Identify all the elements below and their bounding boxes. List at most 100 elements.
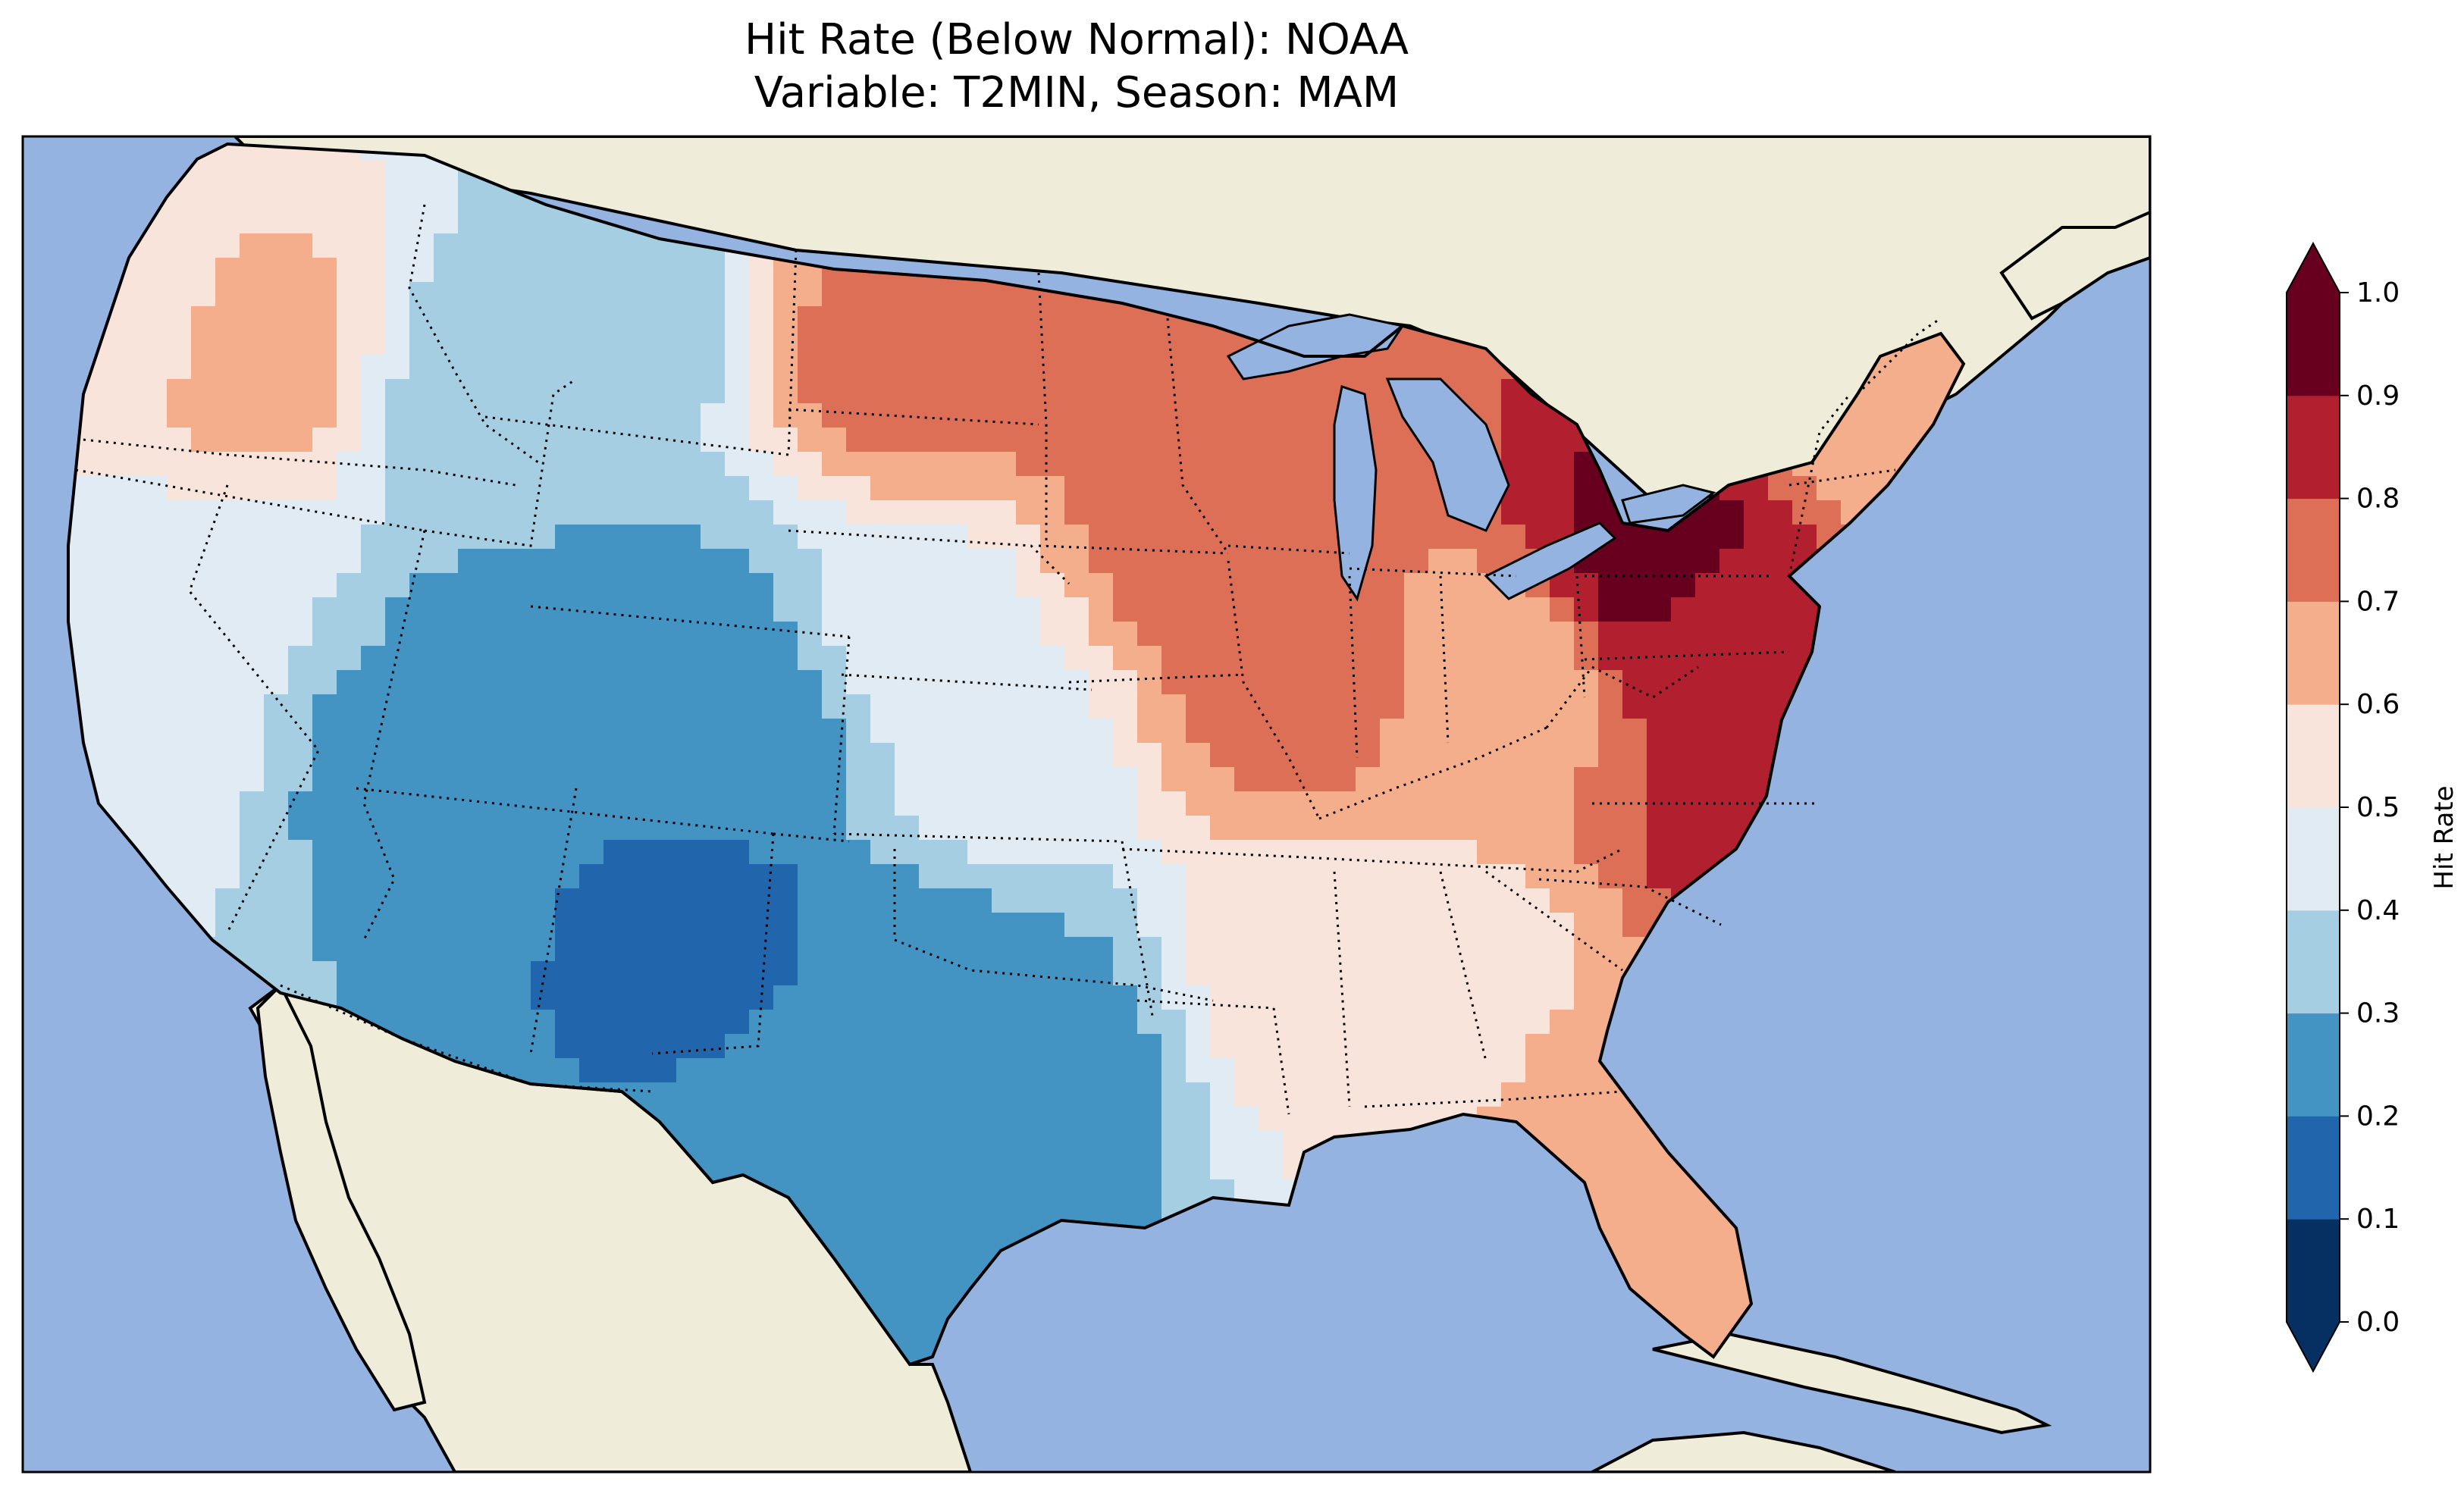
heatmap-cell [846, 719, 871, 744]
heatmap-cell [628, 1058, 653, 1083]
heatmap-cell [1380, 573, 1405, 598]
heatmap-cell [1501, 1034, 1526, 1059]
heatmap-cell [118, 452, 143, 477]
heatmap-cell [1404, 937, 1429, 962]
heatmap-cell [337, 525, 362, 550]
heatmap-cell [1113, 1179, 1138, 1204]
heatmap-cell [1161, 1058, 1187, 1083]
heatmap-cell [506, 767, 531, 792]
heatmap-cell [1089, 913, 1114, 938]
heatmap-cell [1671, 1276, 1696, 1301]
heatmap-cell [385, 355, 410, 380]
heatmap-cell [167, 330, 192, 355]
heatmap-cell [895, 1204, 920, 1229]
heatmap-cell [118, 670, 143, 695]
heatmap-cell [701, 1010, 726, 1035]
heatmap-cell [1477, 864, 1502, 889]
heatmap-cell [240, 428, 265, 453]
heatmap-cell [1210, 1082, 1235, 1107]
heatmap-cell [409, 428, 434, 453]
heatmap-cell [1016, 816, 1041, 841]
heatmap-cell [385, 549, 410, 574]
heatmap-cell [870, 937, 895, 962]
heatmap-cell [1331, 840, 1356, 865]
heatmap-cell [94, 719, 119, 744]
heatmap-cell [967, 1107, 992, 1132]
heatmap-cell [1744, 549, 1769, 574]
heatmap-cell [1161, 1107, 1187, 1132]
heatmap-cell [1428, 622, 1453, 647]
heatmap-cell [1016, 937, 1041, 962]
heatmap-cell [482, 888, 507, 913]
heatmap-cell [1307, 694, 1332, 719]
heatmap-cell [1622, 1179, 1647, 1204]
heatmap-cell [191, 233, 216, 258]
map-frame [21, 135, 2152, 1474]
heatmap-cell [676, 1058, 701, 1083]
heatmap-cell [1453, 985, 1478, 1010]
heatmap-cell [967, 1010, 992, 1035]
heatmap-cell [1671, 1301, 1696, 1326]
heatmap-cell [1477, 379, 1502, 404]
heatmap-cell [240, 549, 265, 574]
heatmap-cell [1234, 840, 1259, 865]
heatmap-cell [1113, 840, 1138, 865]
heatmap-cell [167, 622, 192, 647]
heatmap-cell [992, 500, 1017, 525]
heatmap-cell [337, 355, 362, 380]
heatmap-cell [1307, 379, 1332, 404]
heatmap-cell [118, 597, 143, 622]
heatmap-cell [628, 913, 653, 938]
heatmap-cell [409, 670, 434, 695]
heatmap-cell [361, 258, 386, 283]
heatmap-cell [967, 1204, 992, 1229]
heatmap-cell [1186, 379, 1211, 404]
heatmap-cell [1380, 1058, 1405, 1083]
heatmap-cell [1525, 1082, 1550, 1107]
heatmap-cell [919, 816, 944, 841]
heatmap-cell [749, 1034, 774, 1059]
heatmap-cell [1404, 694, 1429, 719]
heatmap-cell [1234, 719, 1259, 744]
heatmap-cell [264, 791, 289, 816]
heatmap-cell [1598, 646, 1623, 671]
heatmap-cell [1113, 1034, 1138, 1059]
heatmap-cell [555, 233, 580, 258]
heatmap-cell [191, 330, 216, 355]
heatmap-cell [1016, 694, 1041, 719]
heatmap-cell [215, 355, 240, 380]
heatmap-cell [1501, 1010, 1526, 1035]
heatmap-cell [531, 767, 556, 792]
heatmap-cell [337, 791, 362, 816]
heatmap-cell [1040, 428, 1065, 453]
heatmap-cell [361, 888, 386, 913]
heatmap-cell [215, 282, 240, 307]
heatmap-cell [458, 597, 483, 622]
heatmap-cell [676, 888, 701, 913]
heatmap-cell [652, 403, 677, 428]
heatmap-cell [1113, 694, 1138, 719]
heatmap-cell [749, 816, 774, 841]
heatmap-cell [773, 1107, 798, 1132]
heatmap-cell [798, 452, 823, 477]
heatmap-cell [1040, 888, 1065, 913]
heatmap-cell [409, 258, 434, 283]
heatmap-cell [1331, 743, 1356, 768]
heatmap-cell [385, 452, 410, 477]
heatmap-cell [191, 258, 216, 283]
heatmap-cell [628, 719, 653, 744]
heatmap-cell [1768, 476, 1793, 501]
heatmap-cell [992, 646, 1017, 671]
heatmap-cell [1234, 428, 1259, 453]
heatmap-cell [409, 500, 434, 525]
heatmap-cell [191, 209, 216, 234]
heatmap-cell [1671, 670, 1696, 695]
heatmap-cell [1161, 597, 1187, 622]
heatmap-cell [579, 476, 604, 501]
heatmap-cell [1671, 1179, 1696, 1204]
heatmap-cell [531, 428, 556, 453]
heatmap-cell [822, 913, 847, 938]
heatmap-cell [1064, 525, 1089, 550]
heatmap-cell [409, 403, 434, 428]
heatmap-cell [1040, 1082, 1065, 1107]
